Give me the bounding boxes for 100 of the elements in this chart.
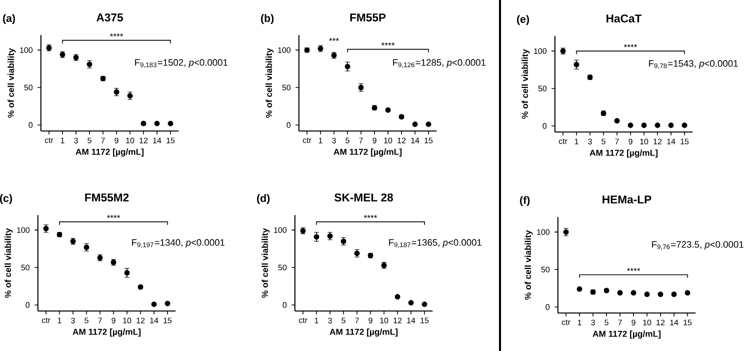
y-tick-label: 100 xyxy=(17,227,30,233)
x-tick-label: 5 xyxy=(602,138,606,144)
point xyxy=(394,294,400,300)
y-tick-label: 100 xyxy=(274,227,287,233)
x-tick-label: 1 xyxy=(578,320,582,326)
x-tick-label: 15 xyxy=(420,318,429,324)
point xyxy=(630,290,636,296)
y-tick-label: 50 xyxy=(541,266,550,272)
x-axis-title: AM 1172 [µg/mL] xyxy=(592,330,661,339)
x-tick-label: 5 xyxy=(342,318,346,324)
point xyxy=(426,122,432,127)
x-tick-label: 1 xyxy=(314,318,318,324)
y-axis-title: % of cell viability xyxy=(4,228,13,298)
x-tick-label: 1 xyxy=(58,318,62,324)
x-tick-label: 12 xyxy=(656,320,665,326)
text: (c) xyxy=(0,194,12,204)
x-tick-label: 7 xyxy=(355,318,359,324)
x-tick-label: 15 xyxy=(166,138,175,144)
x-tick-label: ctr xyxy=(42,318,50,323)
x-tick-label: 1 xyxy=(318,138,322,144)
x-tick-label: 10 xyxy=(643,320,652,326)
annotation: **** xyxy=(110,33,124,36)
x-axis-title: AM 1172 [µg/mL] xyxy=(330,328,398,337)
annotation: F$_{9,78}$=1543, p<0.0001 xyxy=(649,60,738,69)
point xyxy=(422,302,428,307)
x-tick-label: 15 xyxy=(164,318,172,324)
x-tick-label: 14 xyxy=(411,138,420,144)
y-axis-title: % of cell viability xyxy=(266,48,274,118)
annotation: *** xyxy=(329,38,339,41)
x-tick-label: 9 xyxy=(628,138,632,144)
y-axis-title: % of cell viability xyxy=(522,49,530,119)
x-tick-label: 14 xyxy=(670,320,678,326)
x-tick-label: 9 xyxy=(372,138,376,144)
chart-title: SK-MEL 28 xyxy=(334,193,393,202)
y-tick-label: 0 xyxy=(542,123,547,129)
point xyxy=(344,64,350,70)
x-tick-label: 1 xyxy=(574,138,578,144)
text: (b) xyxy=(261,14,274,24)
text: (a) xyxy=(3,14,15,24)
point xyxy=(654,122,660,128)
point xyxy=(614,118,620,124)
y-tick-label: 100 xyxy=(278,47,291,53)
x-axis-title: AM 1172 [µg/mL] xyxy=(334,148,402,157)
x-tick-label: 14 xyxy=(407,318,416,324)
y-axis-title: % of cell viability xyxy=(524,230,533,300)
point xyxy=(684,290,690,296)
annotation: **** xyxy=(106,214,120,218)
y-tick-label: 50 xyxy=(278,264,287,270)
x-tick-label: 10 xyxy=(123,318,132,324)
annotation: F$_{9,197}$=1340, p<0.0001 xyxy=(132,239,224,248)
x-tick-label: 12 xyxy=(140,138,148,144)
x-tick-label: 12 xyxy=(136,318,145,324)
text: (d) xyxy=(257,194,270,204)
x-tick-label: 7 xyxy=(98,318,102,324)
point xyxy=(682,122,688,128)
text: (e) xyxy=(517,15,529,26)
y-tick-label: 0 xyxy=(28,122,33,128)
point xyxy=(154,120,160,126)
chart-title: FM55M2 xyxy=(85,193,129,202)
annotation: F$_{9,76}$=723.5, p<0.0001 xyxy=(652,241,744,250)
chart-title: FM55P xyxy=(350,14,386,22)
y-tick-label: 0 xyxy=(286,122,291,128)
y-tick-label: 100 xyxy=(20,47,33,53)
point xyxy=(314,234,320,240)
x-tick-label: ctr xyxy=(302,138,312,143)
x-tick-label: 14 xyxy=(153,138,162,144)
x-tick-label: 3 xyxy=(74,138,78,144)
point xyxy=(628,122,634,128)
x-tick-label: 14 xyxy=(667,138,676,144)
x-tick-label: 12 xyxy=(394,318,402,324)
point xyxy=(412,122,418,127)
y-tick-label: 0 xyxy=(26,302,30,308)
y-tick-label: 50 xyxy=(538,86,547,92)
x-tick-label: 5 xyxy=(84,318,88,324)
x-tick-label: 12 xyxy=(654,138,662,144)
annotation: **** xyxy=(381,42,395,46)
x-tick-label: 12 xyxy=(398,138,406,144)
point xyxy=(671,292,677,297)
point xyxy=(164,300,170,306)
x-tick-label: ctr xyxy=(298,318,308,323)
point xyxy=(408,300,414,306)
x-tick-label: 15 xyxy=(680,138,689,144)
point xyxy=(151,302,157,307)
x-tick-label: 3 xyxy=(71,318,75,324)
x-tick-label: 10 xyxy=(126,138,134,144)
x-tick-label: 7 xyxy=(359,138,363,144)
x-tick-label: 5 xyxy=(346,138,350,144)
x-tick-label: 1 xyxy=(60,138,64,144)
annotation: F$_{9,187}$=1365, p<0.0001 xyxy=(389,239,482,248)
x-tick-label: 5 xyxy=(88,138,92,144)
x-tick-label: 9 xyxy=(368,318,372,324)
y-tick-label: 50 xyxy=(282,84,291,90)
annotation: F$_{9,126}$=1285, p<0.0001 xyxy=(393,59,486,68)
annotation: F$_{9,183}$=1502, p<0.0001 xyxy=(135,59,228,68)
x-tick-label: 10 xyxy=(640,138,648,144)
chart-title: HEMa-LP xyxy=(602,196,652,204)
x-axis-title: AM 1172 [µg/mL] xyxy=(76,148,144,157)
x-tick-label: 14 xyxy=(150,318,158,324)
point xyxy=(168,120,174,126)
y-tick-label: 50 xyxy=(21,264,30,270)
